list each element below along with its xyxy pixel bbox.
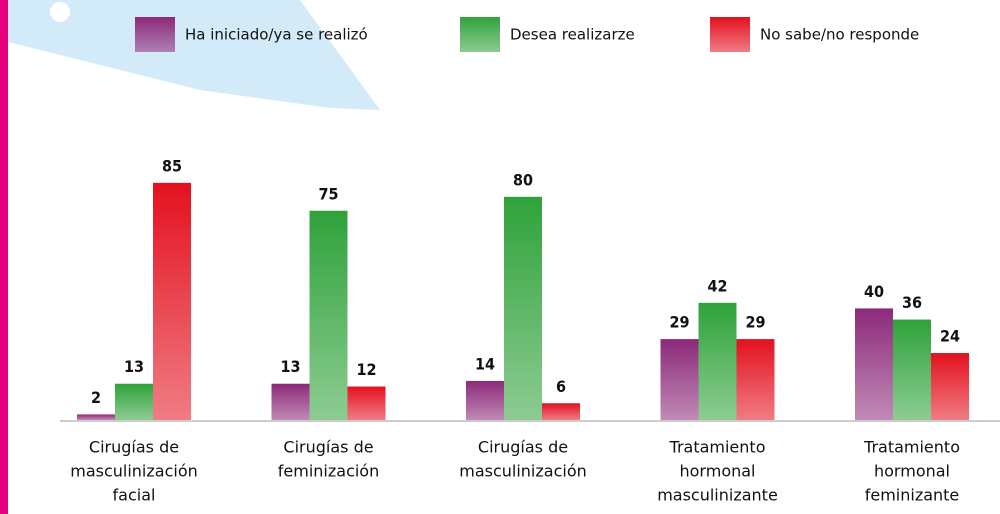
category-label: feminización bbox=[278, 462, 379, 481]
decoration bbox=[50, 2, 70, 22]
category-label: facial bbox=[113, 486, 156, 505]
bar bbox=[931, 353, 969, 420]
category-label: masculinización bbox=[70, 462, 198, 481]
bar bbox=[855, 308, 893, 420]
bar bbox=[504, 196, 542, 420]
legend-label: No sabe/no responde bbox=[760, 26, 919, 44]
bar bbox=[736, 339, 775, 420]
bar bbox=[153, 182, 191, 420]
value-label: 2 bbox=[91, 388, 101, 407]
value-label: 40 bbox=[864, 282, 884, 301]
bar bbox=[660, 339, 699, 420]
bar bbox=[347, 386, 386, 420]
value-label: 36 bbox=[902, 293, 922, 312]
legend-swatch bbox=[135, 17, 175, 52]
bar bbox=[542, 403, 580, 420]
bar bbox=[893, 319, 931, 420]
value-label: 29 bbox=[669, 313, 689, 332]
bar bbox=[77, 414, 115, 420]
bar bbox=[466, 380, 504, 420]
value-label: 13 bbox=[124, 357, 144, 376]
category-label: Tratamiento bbox=[669, 438, 766, 457]
side-strip bbox=[0, 0, 8, 514]
value-label: 24 bbox=[940, 327, 960, 346]
value-label: 13 bbox=[280, 357, 300, 376]
legend-swatch bbox=[710, 17, 750, 52]
legend-swatch bbox=[460, 17, 500, 52]
bar bbox=[698, 302, 737, 420]
value-label: 6 bbox=[556, 377, 566, 396]
category-label: Tratamiento bbox=[863, 438, 960, 457]
category-label: Cirugías de bbox=[283, 438, 373, 457]
value-label: 80 bbox=[513, 170, 533, 189]
bar bbox=[271, 383, 310, 420]
category-label: masculinizante bbox=[657, 486, 778, 505]
value-label: 12 bbox=[356, 360, 376, 379]
bar bbox=[309, 210, 348, 420]
bar bbox=[115, 383, 153, 420]
category-label: hormonal bbox=[874, 462, 950, 481]
value-label: 85 bbox=[162, 156, 182, 175]
value-label: 29 bbox=[745, 313, 765, 332]
value-label: 42 bbox=[707, 276, 727, 295]
legend-label: Desea realizarze bbox=[510, 26, 635, 44]
value-label: 75 bbox=[318, 184, 338, 203]
category-label: Cirugías de bbox=[478, 438, 568, 457]
category-label: hormonal bbox=[680, 462, 756, 481]
legend-label: Ha iniciado/ya se realizó bbox=[185, 26, 368, 44]
value-label: 14 bbox=[475, 354, 495, 373]
category-label: Cirugías de bbox=[89, 438, 179, 457]
category-label: masculinización bbox=[459, 462, 587, 481]
category-label: feminizante bbox=[865, 486, 960, 505]
decoration bbox=[0, 0, 380, 110]
